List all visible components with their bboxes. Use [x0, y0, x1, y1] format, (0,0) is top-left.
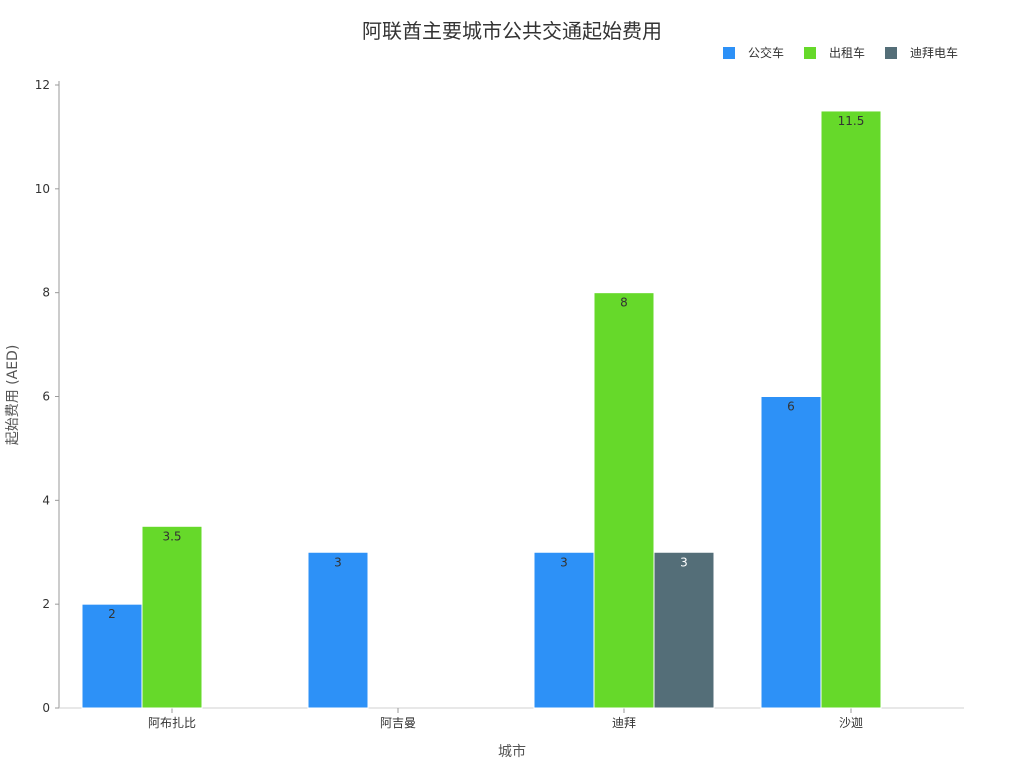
y-tick-label: 10: [35, 182, 50, 196]
bars: [81, 110, 882, 709]
data-label-1-3: 11.5: [838, 114, 865, 128]
data-label-1-2: 8: [620, 296, 628, 310]
data-label-1-0: 3.5: [162, 529, 181, 543]
legend-swatch-0: [723, 47, 735, 59]
x-tick-label: 阿布扎比: [148, 716, 196, 730]
y-tick-label: 4: [42, 493, 50, 507]
data-label-0-0: 2: [108, 607, 116, 621]
legend-swatch-1: [804, 47, 816, 59]
x-ticks: 阿布扎比 阿吉曼 迪拜 沙迦: [148, 708, 863, 730]
y-tick-label: 6: [42, 390, 50, 404]
data-labels: 2 3 3 6 3.5 8 11.5 3: [108, 114, 864, 621]
bar-1-0: [141, 525, 203, 709]
bar-0-1: [307, 551, 369, 709]
chart-title: 阿联酋主要城市公共交通起始费用: [362, 19, 662, 43]
bar-2-2: [653, 551, 715, 709]
data-label-0-3: 6: [787, 400, 795, 414]
data-label-2-2: 3: [680, 555, 688, 569]
data-label-0-2: 3: [560, 555, 568, 569]
bar-1-3: [820, 110, 882, 709]
axes: 0 2 4 6 8 10 12 阿布扎比 阿吉曼 迪拜 沙迦 城市 起始费用 (AED): [5, 78, 964, 760]
bar-0-0: [81, 603, 143, 709]
y-tick-label: 8: [42, 286, 50, 300]
x-tick-label: 阿吉曼: [380, 716, 416, 730]
x-tick-label: 沙迦: [839, 716, 863, 730]
legend-label-1: 出租车: [829, 45, 865, 60]
data-label-0-1: 3: [334, 555, 342, 569]
legend-label-2: 迪拜电车: [910, 45, 958, 60]
legend-swatch-2: [885, 47, 897, 59]
legend-label-0: 公交车: [748, 45, 784, 60]
bar-0-3: [760, 396, 822, 709]
legend-item-1: 出租车: [804, 45, 865, 60]
x-axis-label: 城市: [498, 743, 526, 760]
y-ticks: 0 2 4 6 8 10 12: [35, 78, 59, 715]
x-tick-label: 迪拜: [612, 716, 636, 730]
y-tick-label: 12: [35, 78, 50, 92]
y-tick-label: 0: [42, 701, 50, 715]
bar-0-2: [533, 551, 595, 709]
y-tick-label: 2: [42, 597, 50, 611]
legend-item-0: 公交车: [723, 45, 784, 60]
legend: 公交车 出租车 迪拜电车: [723, 45, 958, 60]
bar-1-2: [593, 292, 655, 709]
legend-item-2: 迪拜电车: [885, 45, 958, 60]
y-axis-label: 起始费用 (AED): [5, 345, 21, 446]
